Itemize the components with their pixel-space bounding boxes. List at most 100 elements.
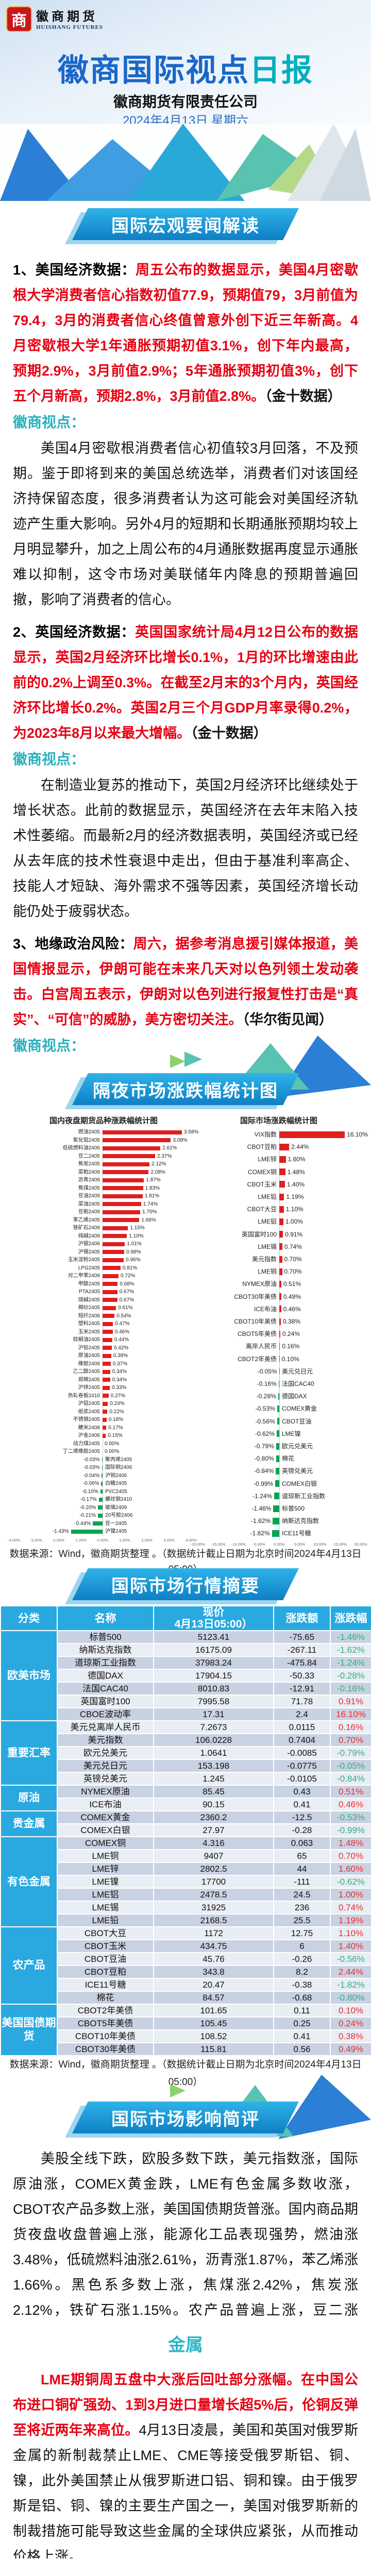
chart-bar — [103, 1306, 116, 1310]
chart-bar — [103, 1170, 149, 1175]
chart-bar-value: 2.37% — [157, 1153, 172, 1159]
price-value: 7.2673 — [153, 1720, 274, 1734]
chart-bar-row: LPG2405 0.81% — [3, 1264, 189, 1273]
table-category-cell: 欧美市场 — [0, 1630, 58, 1721]
chart-bar-value: 2.12% — [151, 1161, 166, 1167]
chart-bar-label: 美元兑日元 — [282, 1367, 313, 1375]
price-value: 434.75 — [153, 1939, 274, 1953]
chart-bar-value: 1.40% — [287, 1180, 305, 1188]
news-item-label: 3、地缘政治风险： — [13, 936, 133, 952]
price-value: 8010.83 — [153, 1682, 274, 1696]
table-row: 德国DAX 17904.15 -50.33 -0.28% — [1, 1669, 371, 1683]
chart-bar-value: 0.46% — [114, 1329, 130, 1335]
chart-bar-label: 棉纱2405 — [78, 1305, 100, 1311]
chart-bar-row: PTA2405 0.67% — [3, 1288, 189, 1296]
chart-bar-value: -0.03% — [83, 1465, 100, 1470]
chart-bar-label: 烧碱2405 — [78, 1297, 100, 1303]
table-row: CBOT玉米 434.75 6 1.40% — [1, 1939, 371, 1953]
chart-bar-label: 标普500 — [282, 1505, 305, 1512]
change-pct: 0.49% — [330, 2042, 371, 2056]
chart-bar — [277, 1430, 279, 1437]
table-row: ICE布油 90.15 0.41 0.46% — [1, 1798, 371, 1811]
chart-bar-value: 0.00% — [105, 1449, 120, 1454]
chart-bar-value: -0.53% — [255, 1405, 275, 1413]
market-table: 分类 名称 现价 4月13日05:00） 涨跌额 涨跌幅 欧美市场 标普500 5123.41-… — [0, 1605, 371, 2056]
chart-title: 国际市场涨跌幅统计图 — [240, 1116, 318, 1125]
chart-bar-label: 豆粕2409 — [78, 1209, 100, 1215]
macro-news-item: 3、地缘政治风险：周六，据参考消息援引媒体报道，美国情报显示，伊朗可能在未来几天… — [13, 931, 358, 1064]
price-value: 343.8 — [153, 1965, 274, 1979]
chart-axis-tick: -15.00% — [211, 1541, 226, 1547]
chart-axis-tick: 10.00% — [313, 1541, 327, 1547]
chart-bar-label: 白糖2405 — [105, 1481, 127, 1486]
price-value: 31925 — [153, 1901, 274, 1914]
chart-bar-label: 沪铜2406 — [105, 1472, 127, 1479]
report-title-main: 徽商国际视点 — [58, 53, 249, 88]
chart-bar-row: CBOT2年美债 0.10% — [189, 1353, 371, 1365]
change-value: -12.5 — [273, 1810, 331, 1824]
chart-bar-label: 国际铜2406 — [105, 1465, 132, 1470]
chart-bar-row: 氧化铝2405 3.08% — [3, 1137, 189, 1145]
chart-bar-value: 0.15% — [108, 1433, 123, 1438]
change-value: 24.5 — [273, 1888, 331, 1902]
chart-bar-label: CBOT大豆 — [247, 1206, 277, 1213]
chart-bar-value: 0.44% — [114, 1337, 129, 1343]
chart-bar-value: 0.72% — [120, 1273, 136, 1279]
chart-bar — [279, 1268, 282, 1275]
chart-bar-row: 沪铅2405 0.42% — [3, 1344, 189, 1352]
change-pct: 0.70% — [330, 1733, 371, 1747]
instrument-name: CBOE波动率 — [57, 1707, 154, 1721]
chart-bar — [103, 1234, 127, 1239]
commentary-section-heading: 金属 — [168, 2335, 203, 2355]
chart-bar-value: 1.60% — [288, 1156, 306, 1163]
chart-bar — [103, 1202, 141, 1207]
chart-source-note: 数据来源：Wind，徽商期货整理 。（数据统计截止日期为北京时间2024年4月1… — [9, 1549, 362, 1575]
table-row: 美元兑日元 153.198 -0.0775 -0.05% — [1, 1759, 371, 1773]
chart-bar-label: PTA2405 — [79, 1289, 100, 1295]
news-item-source: （金十数据） — [191, 725, 267, 741]
chart-bar — [100, 1489, 103, 1494]
chart-bar-value: 0.42% — [114, 1345, 129, 1351]
news-paragraph: 3、地缘政治风险：周六，据参考消息援引媒体报道，美国情报显示，伊朗可能在未来几天… — [13, 931, 358, 1032]
chart-bar-row: CBOT玉米 1.40% — [189, 1178, 371, 1191]
commentary-body: 4月13日凌晨，美国和英国对俄罗斯金属的新制裁禁止LME、CME等接受俄罗斯铝、… — [13, 2422, 358, 2558]
instrument-name: CBOT玉米 — [57, 1939, 154, 1953]
chart-bar-value: 0.81% — [122, 1265, 138, 1271]
news-item-body: 周六，据参考消息援引媒体报道，美国情报显示，伊朗可能在未来几天对以色列领土发动袭… — [13, 936, 358, 1027]
market-banner-label: 国际市场行情摘要 — [111, 1576, 260, 1596]
chart-bar-row: 纸浆2405 0.22% — [3, 1408, 189, 1416]
chart-bar-label: LME铅 — [258, 1193, 277, 1200]
chart-bar-row: 玉米2405 0.46% — [3, 1328, 189, 1336]
chart-bar — [103, 1282, 118, 1286]
instrument-name: 美元兑日元 — [57, 1759, 154, 1773]
chart-bar-row: 法国CAC40 -0.16% — [189, 1378, 371, 1390]
chart-bar-label: COMEX白银 — [282, 1480, 317, 1487]
change-value: 12.75 — [273, 1926, 331, 1940]
change-value: 0.0115 — [273, 1720, 331, 1734]
chart-axis-tick: -4.00% — [8, 1537, 20, 1543]
chart-bar-label: ICE布油 — [254, 1305, 277, 1313]
chart-bar-label: 粳米2408 — [78, 1425, 100, 1431]
change-pct: 2.44% — [330, 1965, 371, 1979]
chart-bar — [273, 1505, 279, 1512]
chart-axis-tick: -20.00% — [191, 1541, 205, 1547]
chart-bar-label: 豆一2405 — [105, 1520, 127, 1527]
chart-bar-row: 螺纹钢2410 -0.17% — [3, 1496, 189, 1504]
price-value: 85.45 — [153, 1785, 274, 1799]
chart-bar-row: 英国富时100 0.91% — [189, 1228, 371, 1241]
chart-bar-value: 0.74% — [284, 1243, 302, 1250]
change-pct: 1.48% — [330, 1836, 371, 1850]
chart-bar-label: 橡胶2409 — [78, 1361, 100, 1367]
chart-bar-value: 2.44% — [291, 1143, 309, 1151]
change-value: -0.38 — [273, 1978, 331, 1992]
chart-bar-label: 菜粕2409 — [78, 1169, 100, 1175]
chart-bar — [279, 1280, 282, 1287]
instrument-name: 英国富时100 — [57, 1694, 154, 1708]
price-value: 17904.15 — [153, 1669, 274, 1683]
change-value: 0.11 — [273, 2004, 331, 2018]
change-pct: 1.60% — [330, 1862, 371, 1876]
chart-axis-tick: -2.00% — [52, 1537, 64, 1543]
chart-bar — [103, 1298, 117, 1302]
chart-bar-value: 0.17% — [108, 1425, 123, 1431]
chart-bar — [279, 1318, 281, 1325]
